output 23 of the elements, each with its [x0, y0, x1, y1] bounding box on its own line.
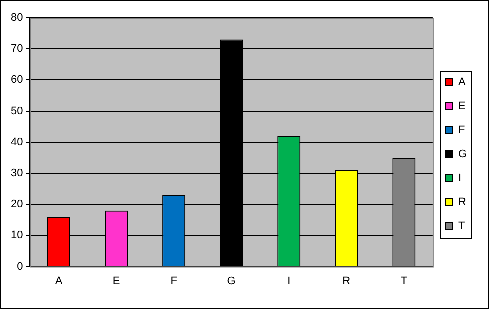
- y-tick-label: 20: [10, 198, 24, 211]
- legend-label: R: [458, 196, 466, 209]
- legend-label: F: [458, 124, 466, 137]
- y-tick-label: 60: [10, 74, 24, 86]
- y-tick-label: 30: [10, 168, 24, 180]
- x-tick-label: A: [55, 275, 64, 288]
- y-tick-label: 80: [10, 12, 24, 24]
- x-tick-label: E: [112, 275, 120, 288]
- y-tick-label: 40: [10, 136, 24, 148]
- legend-label: I: [458, 172, 462, 185]
- legend-label: A: [458, 76, 466, 89]
- legend-label: T: [458, 220, 466, 233]
- y-tick-label: 10: [10, 230, 24, 242]
- y-tick-label: 50: [10, 105, 24, 118]
- x-tick-label: F: [170, 275, 178, 288]
- legend-label: G: [458, 148, 468, 161]
- y-tick-label: 0: [17, 260, 24, 273]
- legend-label: E: [458, 100, 466, 113]
- x-tick-label: G: [227, 275, 236, 288]
- x-tick-label: I: [288, 275, 291, 288]
- x-tick-label: R: [342, 275, 351, 288]
- y-tick-label: 70: [10, 43, 24, 56]
- x-tick-label: T: [400, 275, 408, 288]
